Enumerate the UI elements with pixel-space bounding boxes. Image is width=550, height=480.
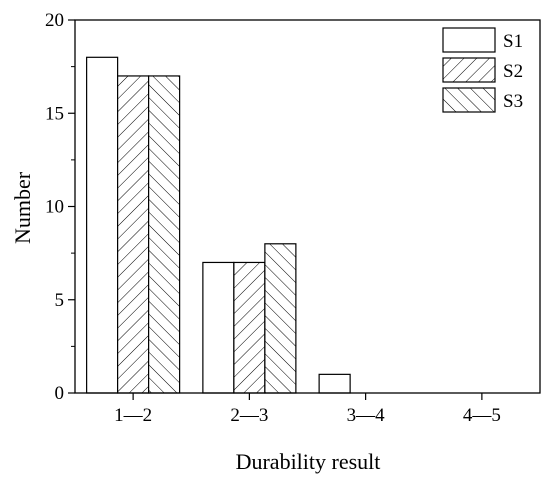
x-tick-label: 2—3	[230, 405, 268, 426]
legend-label-s3: S3	[503, 91, 523, 112]
bar-s1-2	[202, 261, 235, 394]
y-axis-label: Number	[10, 171, 35, 244]
bar-s1-3	[318, 373, 351, 394]
legend: S1 S2 S3	[442, 27, 523, 113]
legend-label-s2: S2	[503, 61, 523, 82]
bar-s3-1	[148, 75, 181, 394]
bar-s3-2	[264, 243, 297, 394]
bars-group	[86, 56, 351, 394]
y-tick-label: 20	[45, 10, 64, 31]
x-axis-label: Durability result	[236, 449, 381, 474]
legend-swatch-s2	[442, 57, 496, 83]
bar-s2-2	[233, 261, 266, 394]
x-tick-label: 3—4	[347, 405, 386, 426]
y-tick-label: 5	[55, 290, 65, 311]
bar-s1-1	[86, 56, 119, 394]
bar-s2-1	[117, 75, 150, 394]
legend-swatch-s1	[442, 27, 496, 53]
x-tick-label: 4—5	[463, 405, 501, 426]
x-tick-label: 1—2	[114, 405, 152, 426]
legend-swatch-s3	[442, 87, 496, 113]
ticks-group: 0 5 10 15 20 1—2 2—3 3—4 4—5	[45, 10, 501, 426]
legend-label-s1: S1	[503, 31, 523, 52]
y-tick-label: 15	[45, 103, 64, 124]
y-tick-label: 0	[55, 383, 65, 404]
y-tick-label: 10	[45, 197, 64, 218]
